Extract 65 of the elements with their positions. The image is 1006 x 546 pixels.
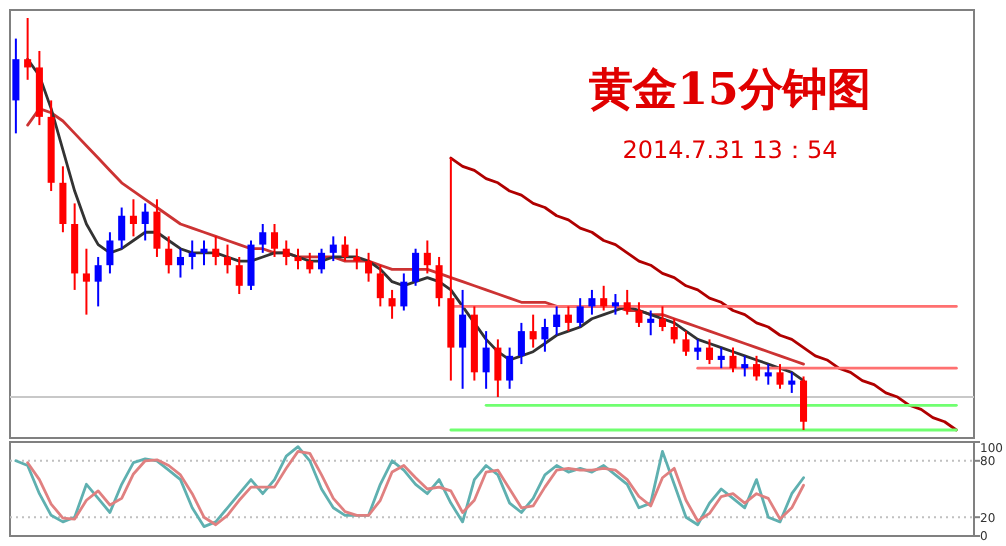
candlestick bbox=[24, 17, 32, 81]
candlestick bbox=[705, 338, 714, 366]
candlestick bbox=[153, 198, 161, 258]
candlestick bbox=[800, 375, 808, 431]
candlestick bbox=[82, 247, 90, 316]
candlestick bbox=[259, 223, 267, 254]
candlestick bbox=[376, 264, 384, 308]
candlestick bbox=[165, 235, 173, 275]
candlestick bbox=[235, 255, 243, 296]
candlestick bbox=[611, 293, 619, 316]
candlestick bbox=[247, 239, 255, 291]
candlestick bbox=[318, 247, 326, 275]
candlestick bbox=[400, 272, 408, 312]
candlestick bbox=[764, 363, 772, 386]
candlestick bbox=[388, 288, 396, 320]
candlestick bbox=[776, 363, 784, 390]
candlestick bbox=[553, 305, 561, 337]
candlestick bbox=[200, 239, 208, 267]
candlestick bbox=[341, 235, 349, 263]
candlestick bbox=[294, 247, 302, 271]
candlestick bbox=[353, 247, 361, 271]
candlestick bbox=[482, 330, 490, 390]
candlestick bbox=[212, 235, 220, 267]
text: 黄金15分钟图 bbox=[587, 64, 871, 116]
candlestick bbox=[576, 297, 584, 328]
candlestick bbox=[223, 243, 232, 275]
candlestick bbox=[329, 235, 337, 263]
text: 2014.7.31 13：54 bbox=[622, 136, 838, 164]
candlestick bbox=[670, 317, 678, 345]
candlestick bbox=[94, 255, 102, 308]
candlestick bbox=[741, 354, 749, 378]
candlestick bbox=[517, 321, 525, 366]
candlestick bbox=[306, 251, 314, 275]
candlestick bbox=[752, 354, 761, 382]
candlestick bbox=[106, 231, 114, 275]
candlestick bbox=[541, 317, 549, 353]
candlestick bbox=[459, 288, 467, 390]
candlestick bbox=[365, 251, 373, 283]
candlestick bbox=[635, 301, 643, 328]
candlestick bbox=[647, 309, 655, 337]
candlestick bbox=[694, 338, 702, 361]
candlestick bbox=[282, 239, 290, 267]
candlestick bbox=[118, 206, 126, 250]
candlestick bbox=[600, 284, 608, 312]
candlestick bbox=[717, 346, 725, 370]
candlestick bbox=[188, 239, 196, 271]
candlestick bbox=[729, 346, 737, 374]
candlestick bbox=[59, 165, 67, 234]
candlestick bbox=[623, 288, 631, 316]
candlestick bbox=[435, 255, 443, 308]
candlestick bbox=[423, 239, 431, 275]
candlestick bbox=[270, 223, 279, 258]
candlestick bbox=[494, 338, 502, 399]
candlestick bbox=[12, 37, 20, 135]
candlestick bbox=[529, 313, 537, 349]
candlestick bbox=[129, 198, 137, 238]
candlestick bbox=[506, 346, 514, 390]
candlestick bbox=[658, 305, 666, 333]
candlestick bbox=[141, 202, 149, 242]
candlestick bbox=[682, 330, 690, 357]
candlestick bbox=[788, 371, 796, 394]
candlestick bbox=[412, 247, 420, 287]
candlestick bbox=[588, 288, 596, 316]
candlestick bbox=[564, 305, 572, 333]
candlestick bbox=[176, 247, 184, 279]
